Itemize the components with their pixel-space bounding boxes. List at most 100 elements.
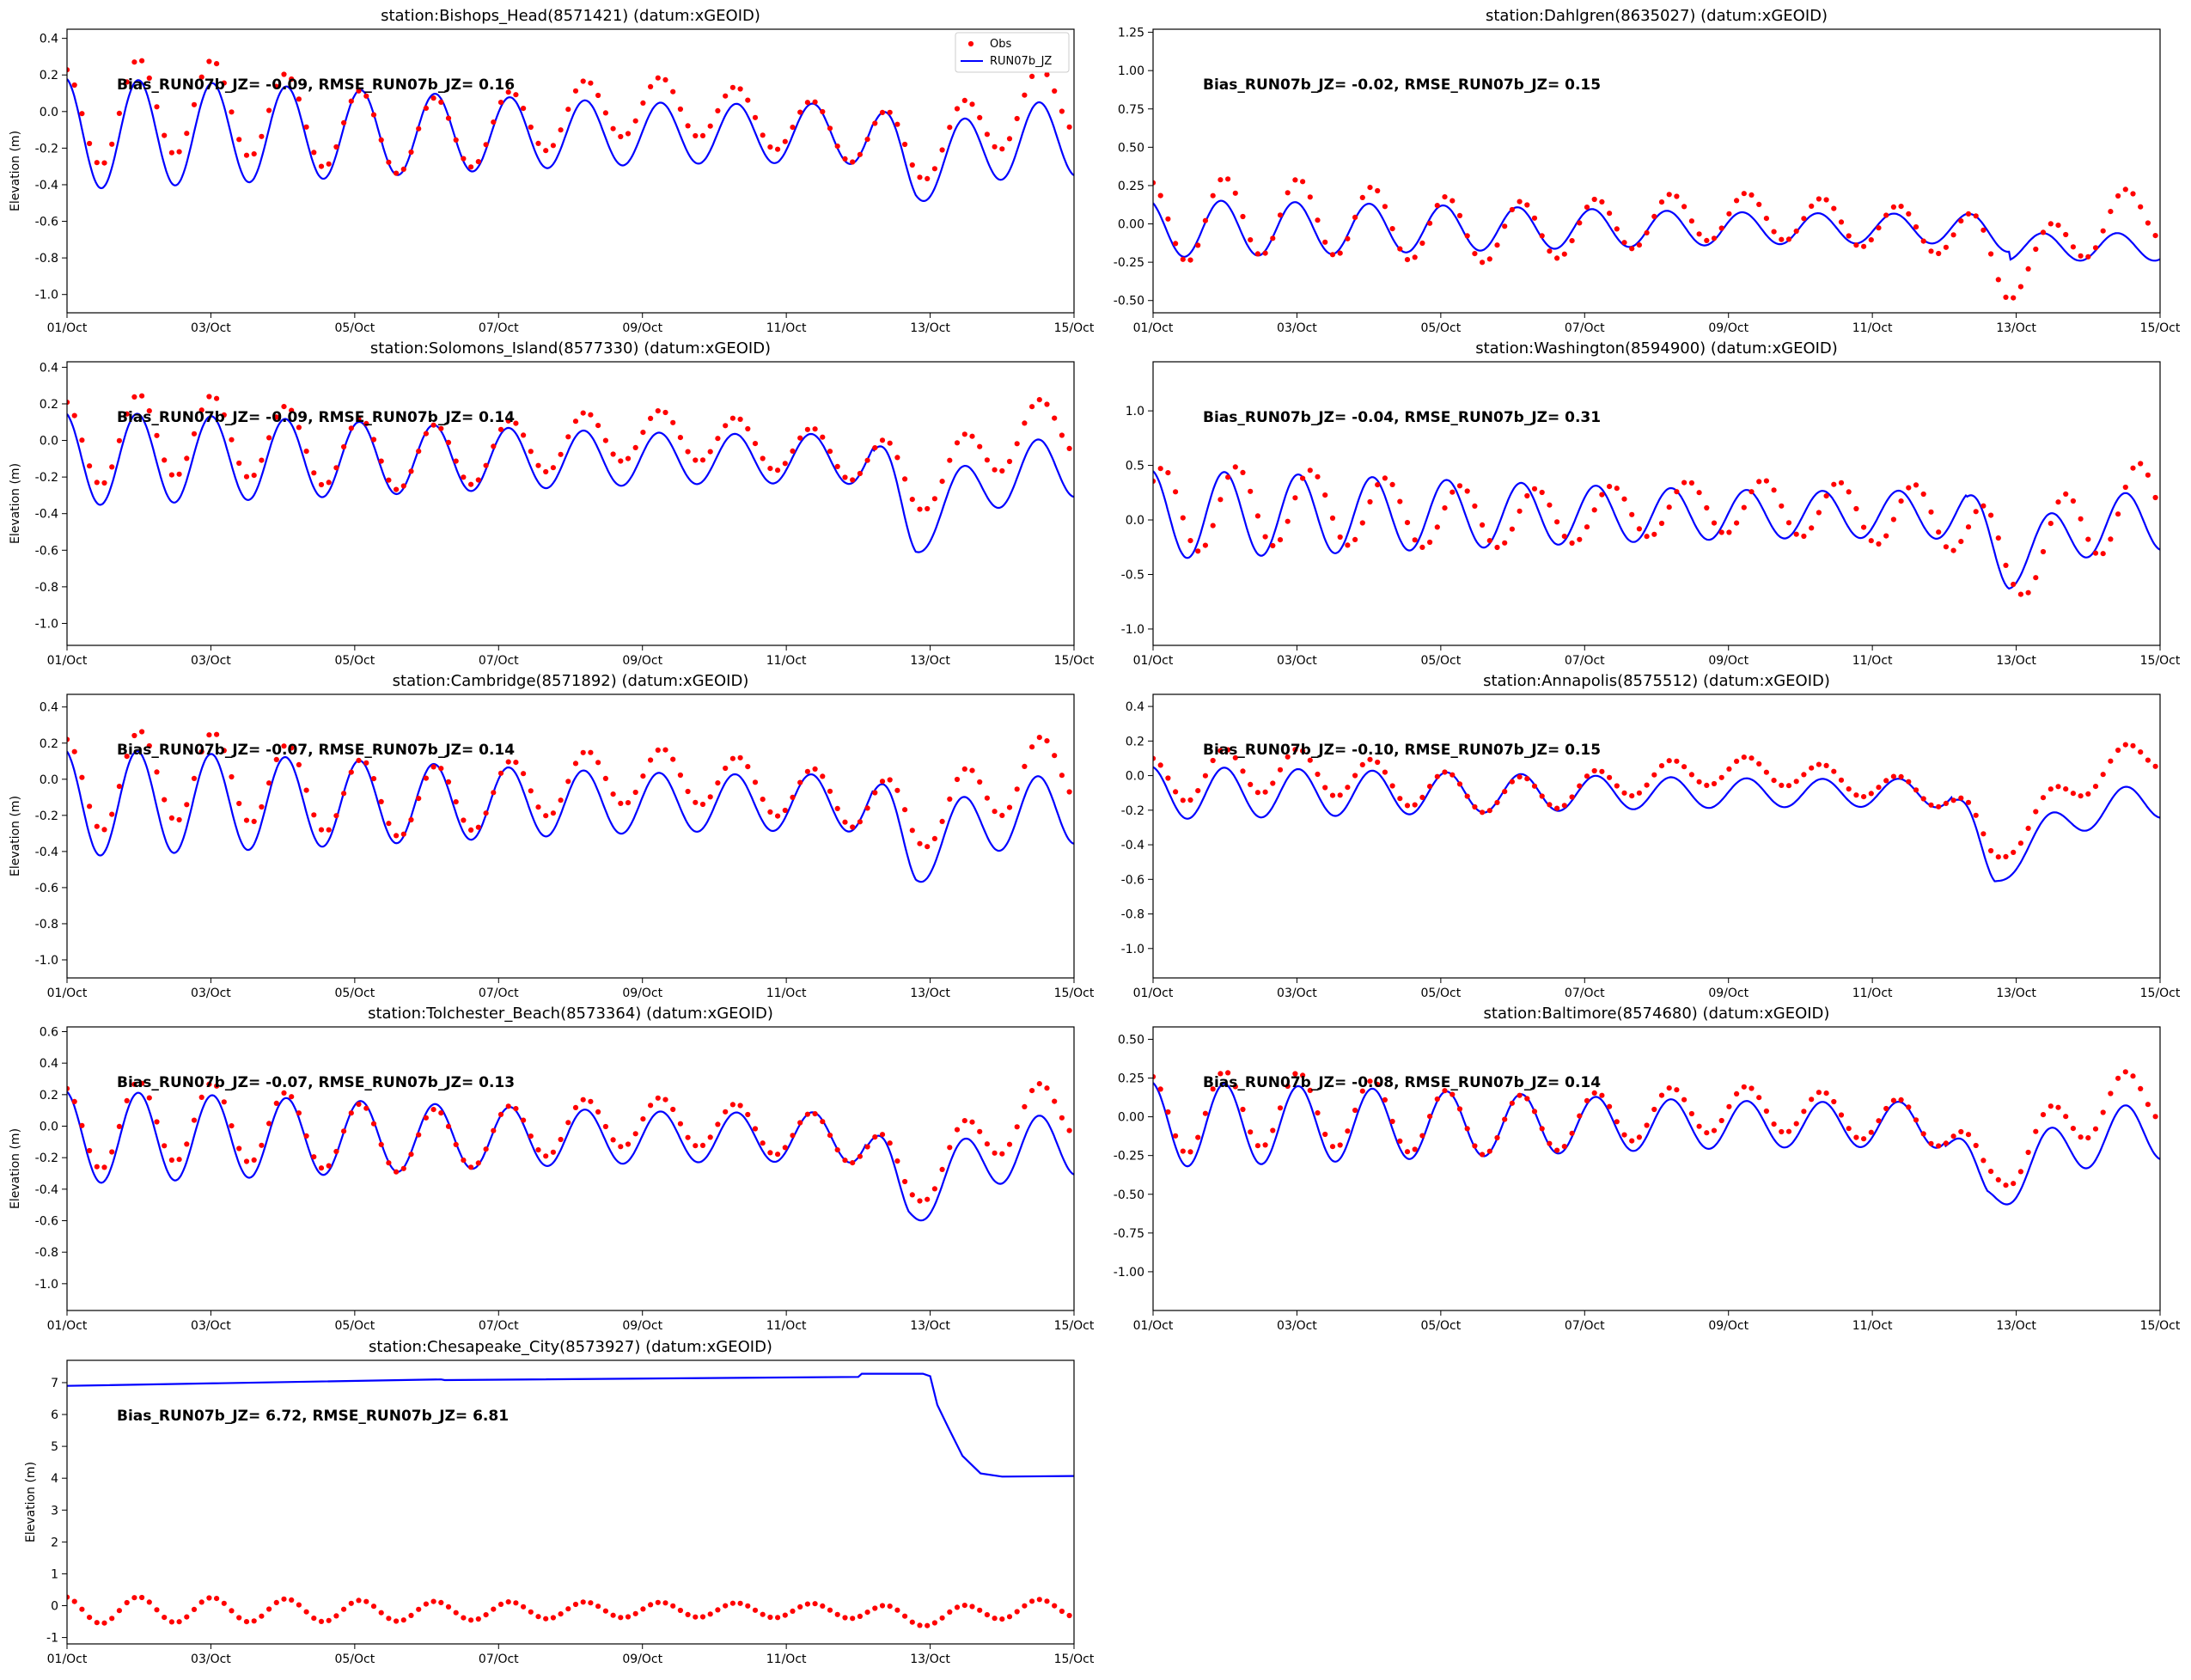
obs-point [154,1119,160,1125]
obs-point [1531,1109,1538,1115]
obs-point [1666,192,1672,198]
x-tick-label: 09/Oct [1708,987,1749,1000]
y-tick-label: 0.50 [1118,1033,1144,1047]
obs-point [2100,1109,2106,1115]
obs-point [1315,1110,1321,1116]
obs-point [565,107,571,113]
obs-point [1044,1598,1050,1604]
obs-point [1412,802,1418,808]
y-tick-label: 0.00 [1118,218,1144,232]
obs-point [176,1157,182,1163]
obs-point [1337,534,1343,541]
obs-point [625,455,632,461]
obs-point [1359,1088,1365,1094]
obs-point [1044,71,1050,77]
obs-point [1524,492,1530,499]
obs-point [303,124,309,130]
obs-point [984,795,990,801]
obs-point [723,1603,729,1609]
obs-point [348,98,354,104]
obs-point [1711,780,1718,787]
obs-point [827,449,833,455]
obs-point [602,1123,609,1130]
obs-point [491,790,497,796]
obs-point [101,1164,107,1170]
x-tick-label: 15/Oct [2140,321,2181,335]
y-tick-label: -1.0 [35,954,58,968]
obs-point [251,473,257,479]
obs-point [513,420,519,426]
obs-point [2025,590,2031,596]
obs-point [162,132,168,138]
obs-point [1427,1114,1433,1120]
obs-point [1696,779,1702,785]
x-tick-label: 05/Oct [1420,321,1461,335]
obs-point [1726,529,1732,535]
obs-point [685,123,691,129]
obs-point [1494,242,1500,248]
y-tick-label: 0.4 [1126,700,1144,714]
obs-point [543,813,549,819]
y-tick-label: -0.4 [35,846,58,859]
obs-point [1187,257,1193,263]
panel-9: station:Chesapeake_City(8573927) (datum:… [24,1338,1095,1666]
obs-point [1779,236,1785,242]
obs-point [894,787,900,793]
obs-point [737,1600,743,1606]
x-tick-label: 01/Oct [47,1319,88,1333]
obs-point [1801,533,1807,540]
obs-point [961,1603,967,1609]
obs-point [909,497,915,503]
obs-point [1232,464,1238,470]
obs-point [1861,524,1867,530]
obs-point [1375,759,1381,766]
obs-point [1225,1070,1231,1076]
obs-point [947,1609,953,1615]
obs-point [618,458,624,464]
obs-point [648,1602,654,1608]
obs-point [1651,531,1657,537]
obs-point [707,1611,713,1617]
obs-point [1006,1141,1013,1147]
obs-point [1036,397,1042,403]
obs-point [1157,466,1163,472]
obs-point [162,1143,168,1149]
obs-point [461,817,467,823]
obs-point [1809,525,1815,531]
obs-point [1711,235,1718,241]
panel-title: station:Tolchester_Beach(8573364) (datum… [368,1005,773,1023]
obs-point [378,798,384,805]
obs-point [1052,88,1058,94]
obs-point [243,152,250,158]
obs-point [1950,1133,1956,1139]
obs-point [1853,792,1859,798]
x-tick-label: 15/Oct [2140,654,2181,668]
obs-point [191,1117,198,1123]
obs-point [1704,237,1710,243]
obs-point [468,1164,474,1170]
obs-point [1876,541,1882,547]
obs-point [797,1120,803,1126]
obs-point [602,1608,609,1614]
obs-point [1153,1073,1157,1080]
x-tick-label: 13/Oct [910,987,950,1000]
obs-point [1868,791,1874,797]
obs-point [1329,792,1336,798]
obs-point [1779,1128,1785,1135]
obs-point [1022,1603,1028,1609]
obs-point [580,1599,586,1605]
obs-point [827,1133,833,1139]
obs-point [2138,204,2144,210]
obs-point [162,797,168,803]
obs-point [1502,540,1508,546]
obs-point [87,463,93,469]
obs-point [782,461,788,467]
obs-point [1449,1091,1456,1097]
obs-point [685,788,691,795]
obs-point [670,419,676,425]
obs-point [423,1601,429,1607]
obs-point [1044,1085,1050,1091]
y-tick-label: 0.0 [40,435,58,449]
obs-point [1531,486,1538,492]
x-tick-label: 09/Oct [622,1653,662,1666]
